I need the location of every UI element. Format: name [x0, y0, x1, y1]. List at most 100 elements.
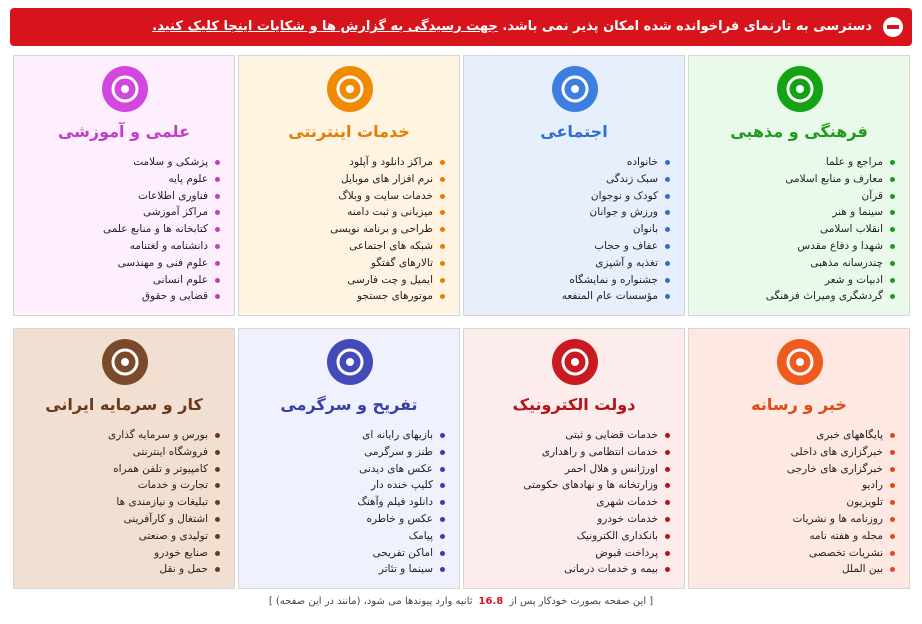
- link-item[interactable]: علوم فنی و مهندسی: [20, 255, 220, 272]
- link-item[interactable]: میزبانی و ثبت دامنه: [245, 204, 445, 221]
- link-item[interactable]: کامپیوتر و تلفن همراه: [20, 461, 220, 478]
- link-item[interactable]: کلیپ خنده دار: [245, 477, 445, 494]
- link-item[interactable]: خدمات قضایی و ثبتی: [470, 427, 670, 444]
- link-item[interactable]: دانلود فیلم وآهنگ: [245, 494, 445, 511]
- link-item[interactable]: تبلیغات و نیازمندی ها: [20, 494, 220, 511]
- category-icon: [777, 66, 823, 112]
- link-item[interactable]: ورزش و جوانان: [470, 204, 670, 221]
- link-item[interactable]: اماکن تفریحی: [245, 545, 445, 562]
- category-title[interactable]: فرهنگی و مذهبی: [730, 122, 868, 141]
- link-item[interactable]: وزارتخانه ها و نهادهای حکومتی: [470, 477, 670, 494]
- link-item[interactable]: خدمات خودرو: [470, 511, 670, 528]
- link-item[interactable]: اشتغال و کارآفرینی: [20, 511, 220, 528]
- link-item[interactable]: عفاف و حجاب: [470, 238, 670, 255]
- link-item[interactable]: مؤسسات عام المنفعه: [470, 288, 670, 305]
- link-item[interactable]: پزشکی و سلامت: [20, 154, 220, 171]
- link-item[interactable]: بانوان: [470, 221, 670, 238]
- link-item[interactable]: خدمات انتظامی و راهداری: [470, 444, 670, 461]
- link-item[interactable]: خدمات سایت و وبلاگ: [245, 188, 445, 205]
- link-item[interactable]: قضایی و حقوق: [20, 288, 220, 305]
- link-item[interactable]: سبک زندگی: [470, 171, 670, 188]
- category-icon: [102, 339, 148, 385]
- category-icon: [102, 66, 148, 112]
- link-item[interactable]: اورژانس و هلال احمر: [470, 461, 670, 478]
- link-item[interactable]: تجارت و خدمات: [20, 477, 220, 494]
- link-item[interactable]: بورس و سرمایه گذاری: [20, 427, 220, 444]
- category-title[interactable]: خبر و رسانه: [751, 395, 847, 414]
- link-item[interactable]: خدمات شهری: [470, 494, 670, 511]
- link-item[interactable]: صنایع خودرو: [20, 545, 220, 562]
- footer-prefix: [ این صفحه بصورت خودکار پس از: [509, 596, 654, 607]
- link-item[interactable]: رادیو: [695, 477, 895, 494]
- link-item[interactable]: پایگاههای خبری: [695, 427, 895, 444]
- link-item[interactable]: خبرگزاری های داخلی: [695, 444, 895, 461]
- link-list: بورس و سرمایه گذاری فروشگاه اینترنتی کامپی…: [20, 427, 220, 578]
- link-list: بازیهای رایانه ای طنز و سرگرمی عکس های دید…: [245, 427, 445, 578]
- link-item[interactable]: گردشگری ومیراث فرهنگی: [695, 288, 895, 305]
- link-item[interactable]: کتابخانه ها و منابع علمی: [20, 221, 220, 238]
- link-item[interactable]: علوم انسانی: [20, 272, 220, 289]
- category-title[interactable]: تفریح و سرگرمی: [280, 395, 418, 414]
- link-item[interactable]: مراجع و علما: [695, 154, 895, 171]
- icon-glyph: [111, 348, 139, 376]
- link-item[interactable]: روزنامه ها و نشریات: [695, 511, 895, 528]
- link-item[interactable]: بانکداری الکترونیک: [470, 528, 670, 545]
- link-item[interactable]: بازیهای رایانه ای: [245, 427, 445, 444]
- link-item[interactable]: نشریات تخصصی: [695, 545, 895, 562]
- link-item[interactable]: طنز و سرگرمی: [245, 444, 445, 461]
- link-item[interactable]: فناوری اطلاعات: [20, 188, 220, 205]
- category-title[interactable]: اجتماعی: [540, 122, 608, 141]
- link-item[interactable]: پرداخت قبوض: [470, 545, 670, 562]
- link-item[interactable]: بیمه و خدمات درمانی: [470, 561, 670, 578]
- link-item[interactable]: عکس و خاطره: [245, 511, 445, 528]
- category-card: فرهنگی و مذهبی مراجع و علما معارف و منابع …: [688, 55, 910, 316]
- category-title[interactable]: علمی و آموزشی: [57, 122, 190, 141]
- error-banner: دسترسی به تارنمای فراخوانده شده امکان پذ…: [10, 8, 912, 46]
- link-item[interactable]: کودک و نوجوان: [470, 188, 670, 205]
- banner-text: دسترسی به تارنمای فراخوانده شده امکان پذ…: [502, 19, 872, 34]
- link-item[interactable]: تولیدی و صنعتی: [20, 528, 220, 545]
- link-item[interactable]: شهدا و دفاع مقدس: [695, 238, 895, 255]
- report-link[interactable]: جهت رسیدگی به گزارش ها و شکایات اینجا کل…: [152, 19, 498, 34]
- icon-glyph: [786, 348, 814, 376]
- link-item[interactable]: مراکز دانلود و آپلود: [245, 154, 445, 171]
- link-item[interactable]: سینما و تئاتر: [245, 561, 445, 578]
- category-title[interactable]: خدمات اینترنتی: [288, 122, 410, 141]
- link-item[interactable]: تالارهای گفتگو: [245, 255, 445, 272]
- link-item[interactable]: مجله و هفته نامه: [695, 528, 895, 545]
- link-item[interactable]: مراکز آموزشی: [20, 204, 220, 221]
- category-icon: [327, 66, 373, 112]
- link-item[interactable]: بین الملل: [695, 561, 895, 578]
- link-item[interactable]: معارف و منابع اسلامی: [695, 171, 895, 188]
- link-item[interactable]: قرآن: [695, 188, 895, 205]
- link-list: خانواده سبک زندگی کودک و نوجوان ورزش و جوان…: [470, 154, 670, 305]
- link-item[interactable]: جشنواره و نمایشگاه: [470, 272, 670, 289]
- link-item[interactable]: انقلاب اسلامی: [695, 221, 895, 238]
- link-item[interactable]: خانواده: [470, 154, 670, 171]
- link-item[interactable]: تغذیه و آشپزی: [470, 255, 670, 272]
- link-item[interactable]: شبکه های اجتماعی: [245, 238, 445, 255]
- category-icon: [552, 339, 598, 385]
- link-item[interactable]: حمل و نقل: [20, 561, 220, 578]
- link-item[interactable]: ایمیل و چت فارسی: [245, 272, 445, 289]
- link-item[interactable]: ادبیات و شعر: [695, 272, 895, 289]
- link-item[interactable]: تلویزیون: [695, 494, 895, 511]
- link-item[interactable]: موتورهای جستجو: [245, 288, 445, 305]
- category-card: خدمات اینترنتی مراکز دانلود و آپلود نرم اف…: [238, 55, 460, 316]
- category-title[interactable]: کار و سرمایه ایرانی: [45, 395, 203, 414]
- link-item[interactable]: فروشگاه اینترنتی: [20, 444, 220, 461]
- link-item[interactable]: علوم پایه: [20, 171, 220, 188]
- icon-glyph: [111, 75, 139, 103]
- category-title[interactable]: دولت الکترونیک: [512, 395, 636, 414]
- link-item[interactable]: خبرگزاری های خارجی: [695, 461, 895, 478]
- link-item[interactable]: دانشنامه و لغتنامه: [20, 238, 220, 255]
- icon-glyph: [786, 75, 814, 103]
- link-item[interactable]: پیامک: [245, 528, 445, 545]
- link-item[interactable]: نرم افزار های موبایل: [245, 171, 445, 188]
- link-item[interactable]: سینما و هنر: [695, 204, 895, 221]
- link-item[interactable]: چندرسانه مذهبی: [695, 255, 895, 272]
- category-card: کار و سرمایه ایرانی بورس و سرمایه گذاری فر…: [13, 328, 235, 589]
- link-item[interactable]: عکس های دیدنی: [245, 461, 445, 478]
- link-item[interactable]: طراحی و برنامه نویسی: [245, 221, 445, 238]
